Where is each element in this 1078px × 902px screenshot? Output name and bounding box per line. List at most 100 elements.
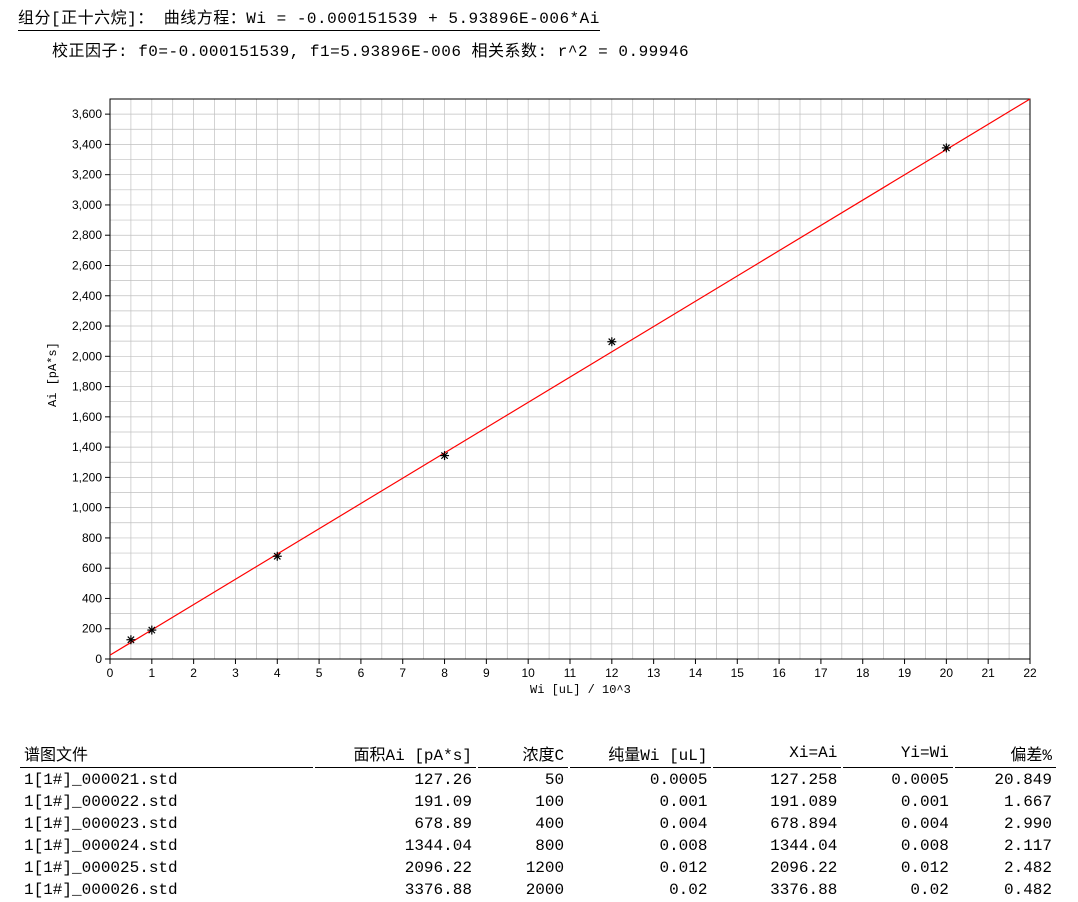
svg-text:2: 2 xyxy=(190,666,197,680)
svg-text:1,000: 1,000 xyxy=(72,501,102,515)
svg-text:4: 4 xyxy=(274,666,281,680)
cell-dev: 0.482 xyxy=(955,880,1056,900)
cell-conc: 400 xyxy=(478,814,568,834)
svg-text:2,200: 2,200 xyxy=(72,319,102,333)
cell-dev: 2.990 xyxy=(955,814,1056,834)
column-header-xi: Xi=Ai xyxy=(713,739,841,768)
svg-text:400: 400 xyxy=(82,591,102,605)
cell-file: 1[1#]_000025.std xyxy=(20,858,313,878)
cell-file: 1[1#]_000022.std xyxy=(20,792,313,812)
cell-yi: 0.0005 xyxy=(843,770,953,790)
svg-text:12: 12 xyxy=(605,666,619,680)
cell-conc: 100 xyxy=(478,792,568,812)
svg-text:6: 6 xyxy=(358,666,365,680)
svg-text:9: 9 xyxy=(483,666,490,680)
table-row: 1[1#]_000022.std191.091000.001191.0890.0… xyxy=(20,792,1056,812)
svg-text:22: 22 xyxy=(1023,666,1037,680)
svg-text:1,600: 1,600 xyxy=(72,410,102,424)
svg-text:2,600: 2,600 xyxy=(72,258,102,272)
svg-text:3,000: 3,000 xyxy=(72,198,102,212)
svg-text:200: 200 xyxy=(82,622,102,636)
svg-text:8: 8 xyxy=(441,666,448,680)
cell-yi: 0.008 xyxy=(843,836,953,856)
cell-net: 0.008 xyxy=(570,836,711,856)
svg-text:5: 5 xyxy=(316,666,323,680)
cell-net: 0.02 xyxy=(570,880,711,900)
cell-xi: 127.258 xyxy=(713,770,841,790)
cell-area: 127.26 xyxy=(315,770,476,790)
cell-file: 1[1#]_000024.std xyxy=(20,836,313,856)
table-row: 1[1#]_000025.std2096.2212000.0122096.220… xyxy=(20,858,1056,878)
column-header-yi: Yi=Wi xyxy=(843,739,953,768)
svg-text:7: 7 xyxy=(399,666,406,680)
column-header-area: 面积Ai [pA*s] xyxy=(315,739,476,768)
svg-text:1,400: 1,400 xyxy=(72,440,102,454)
svg-text:16: 16 xyxy=(772,666,786,680)
svg-text:3: 3 xyxy=(232,666,239,680)
svg-text:2,400: 2,400 xyxy=(72,289,102,303)
cell-area: 2096.22 xyxy=(315,858,476,878)
svg-text:15: 15 xyxy=(731,666,745,680)
svg-text:19: 19 xyxy=(898,666,912,680)
cell-area: 3376.88 xyxy=(315,880,476,900)
cell-dev: 1.667 xyxy=(955,792,1056,812)
cell-dev: 2.117 xyxy=(955,836,1056,856)
cell-xi: 2096.22 xyxy=(713,858,841,878)
cell-file: 1[1#]_000023.std xyxy=(20,814,313,834)
cell-yi: 0.001 xyxy=(843,792,953,812)
table-row: 1[1#]_000021.std127.26500.0005127.2580.0… xyxy=(20,770,1056,790)
cell-file: 1[1#]_000026.std xyxy=(20,880,313,900)
table-row: 1[1#]_000026.std3376.8820000.023376.880.… xyxy=(20,880,1056,900)
svg-text:2,800: 2,800 xyxy=(72,228,102,242)
cell-area: 678.89 xyxy=(315,814,476,834)
svg-text:1,800: 1,800 xyxy=(72,380,102,394)
svg-text:800: 800 xyxy=(82,531,102,545)
svg-text:21: 21 xyxy=(982,666,996,680)
table-row: 1[1#]_000024.std1344.048000.0081344.040.… xyxy=(20,836,1056,856)
cell-xi: 678.894 xyxy=(713,814,841,834)
cell-xi: 191.089 xyxy=(713,792,841,812)
svg-text:10: 10 xyxy=(522,666,536,680)
svg-text:3,600: 3,600 xyxy=(72,107,102,121)
svg-text:1,200: 1,200 xyxy=(72,470,102,484)
calibration-chart: 0123456789101112131415161718192021220200… xyxy=(32,89,1060,709)
svg-text:17: 17 xyxy=(814,666,828,680)
cell-xi: 3376.88 xyxy=(713,880,841,900)
svg-text:0: 0 xyxy=(95,652,102,666)
calibration-table: 谱图文件面积Ai [pA*s]浓度C纯量Wi [uL]Xi=AiYi=Wi偏差%… xyxy=(18,737,1058,902)
column-header-file: 谱图文件 xyxy=(20,739,313,768)
cell-net: 0.012 xyxy=(570,858,711,878)
cell-net: 0.001 xyxy=(570,792,711,812)
cell-conc: 1200 xyxy=(478,858,568,878)
equation-title: 组分[正十六烷]： 曲线方程：Wi = -0.000151539 + 5.938… xyxy=(18,4,600,31)
cell-yi: 0.012 xyxy=(843,858,953,878)
cell-conc: 2000 xyxy=(478,880,568,900)
x-axis-label: Wi [uL] / 10^3 xyxy=(530,683,631,697)
cell-conc: 800 xyxy=(478,836,568,856)
cell-area: 1344.04 xyxy=(315,836,476,856)
cell-conc: 50 xyxy=(478,770,568,790)
cell-yi: 0.02 xyxy=(843,880,953,900)
column-header-conc: 浓度C xyxy=(478,739,568,768)
svg-text:14: 14 xyxy=(689,666,703,680)
column-header-dev: 偏差% xyxy=(955,739,1056,768)
column-header-net: 纯量Wi [uL] xyxy=(570,739,711,768)
svg-text:2,000: 2,000 xyxy=(72,349,102,363)
cell-yi: 0.004 xyxy=(843,814,953,834)
table-row: 1[1#]_000023.std678.894000.004678.8940.0… xyxy=(20,814,1056,834)
y-axis-label: Ai [pA*s] xyxy=(46,342,60,407)
cell-dev: 20.849 xyxy=(955,770,1056,790)
cell-dev: 2.482 xyxy=(955,858,1056,878)
svg-text:600: 600 xyxy=(82,561,102,575)
cell-xi: 1344.04 xyxy=(713,836,841,856)
svg-text:1: 1 xyxy=(148,666,155,680)
cell-net: 0.004 xyxy=(570,814,711,834)
svg-text:0: 0 xyxy=(107,666,114,680)
svg-text:20: 20 xyxy=(940,666,954,680)
cell-file: 1[1#]_000021.std xyxy=(20,770,313,790)
svg-text:11: 11 xyxy=(564,666,577,680)
svg-text:3,400: 3,400 xyxy=(72,137,102,151)
cell-area: 191.09 xyxy=(315,792,476,812)
cell-net: 0.0005 xyxy=(570,770,711,790)
svg-text:3,200: 3,200 xyxy=(72,168,102,182)
